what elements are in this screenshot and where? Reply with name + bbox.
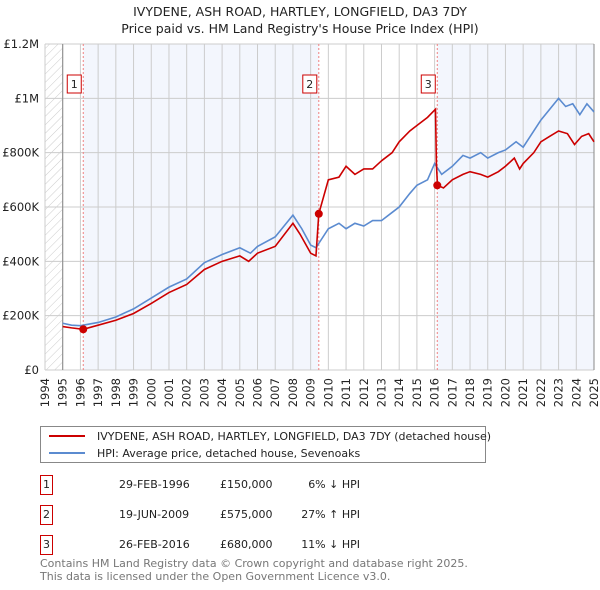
x-tick-label: 2022 xyxy=(534,378,548,407)
footer-line: This data is licensed under the Open Gov… xyxy=(40,570,391,583)
sale-label: 1 xyxy=(71,78,78,91)
x-tick-label: 1996 xyxy=(73,378,87,407)
sale-number: 3 xyxy=(40,535,53,555)
sale-number: 2 xyxy=(40,505,53,525)
x-tick-label: 1997 xyxy=(91,378,105,407)
x-tick-label: 2006 xyxy=(251,378,265,407)
x-tick-label: 1995 xyxy=(56,378,70,407)
sale-row-2: 2 19-JUN-2009 £575,000 27% ↑ HPI xyxy=(40,505,360,527)
sale-row-1: 1 29-FEB-1996 £150,000 6% ↓ HPI xyxy=(40,475,360,497)
x-tick-label: 2002 xyxy=(180,378,194,407)
x-tick-label: 2003 xyxy=(197,378,211,407)
x-tick-label: 2001 xyxy=(162,378,176,407)
x-tick-label: 2017 xyxy=(445,378,459,407)
x-tick-label: 2015 xyxy=(410,378,424,407)
sale-row-3: 3 26-FEB-2016 £680,000 11% ↓ HPI xyxy=(40,535,360,557)
sale-point xyxy=(433,181,442,190)
sale-label: 3 xyxy=(425,78,432,91)
sale-price: £680,000 xyxy=(220,538,273,551)
x-tick-label: 2016 xyxy=(428,378,442,407)
x-tick-label: 2005 xyxy=(233,378,247,407)
plot-area: 1994 1995 1996 1997 1998 1999 2000 2001 2002 2003… xyxy=(2,37,600,407)
chart-title: IVYDENE, ASH ROAD, HARTLEY, LONGFIELD, D… xyxy=(133,4,467,19)
x-tick-label: 2023 xyxy=(552,378,566,407)
sale-date: 19-JUN-2009 xyxy=(119,508,190,521)
x-tick-label: 2021 xyxy=(516,378,530,407)
x-tick-label: 2008 xyxy=(286,378,300,407)
legend-swatch xyxy=(49,452,85,454)
x-tick-label: 2007 xyxy=(268,378,282,407)
chart-subtitle: Price paid vs. HM Land Registry's House … xyxy=(121,21,479,36)
sale-date: 29-FEB-1996 xyxy=(119,478,190,491)
series-line-hpi xyxy=(62,97,595,327)
x-tick-label: 2010 xyxy=(321,378,335,407)
x-tick-label: 2011 xyxy=(339,378,353,407)
y-tick-label: £400K xyxy=(2,254,39,268)
sale-price: £575,000 xyxy=(220,508,273,521)
legend: IVYDENE, ASH ROAD, HARTLEY, LONGFIELD, D… xyxy=(40,426,491,463)
x-tick-label: 2000 xyxy=(144,378,158,407)
footer-line: Contains HM Land Registry data © Crown c… xyxy=(40,557,468,570)
x-tick-label: 2004 xyxy=(215,378,229,407)
sale-date: 26-FEB-2016 xyxy=(119,538,190,551)
sale-label-box xyxy=(420,74,436,94)
y-tick-label: £0 xyxy=(24,363,39,377)
x-tick-label: 1994 xyxy=(38,378,52,407)
x-tick-label: 2013 xyxy=(374,378,388,407)
x-tick-label: 2020 xyxy=(498,378,512,407)
footer: Contains HM Land Registry data © Crown c… xyxy=(40,557,468,583)
x-tick-label: 2012 xyxy=(357,378,371,407)
y-tick-label: £1M xyxy=(14,91,39,105)
sale-price: £150,000 xyxy=(220,478,273,491)
sale-point xyxy=(314,209,323,218)
y-tick-label: £1.2M xyxy=(3,37,39,51)
legend-item-hpi: HPI: Average price, detached house, Seve… xyxy=(49,445,360,461)
sale-number: 1 xyxy=(40,475,53,495)
x-tick-label: 2014 xyxy=(392,378,406,407)
x-tick-label: 2019 xyxy=(481,378,495,407)
x-tick-label: 2025 xyxy=(587,378,600,407)
legend-item-property: IVYDENE, ASH ROAD, HARTLEY, LONGFIELD, D… xyxy=(49,428,491,444)
sale-label: 2 xyxy=(306,78,313,91)
x-tick-label: 2009 xyxy=(304,378,318,407)
x-tick-label: 1998 xyxy=(109,378,123,407)
sale-hpi: 11% ↓ HPI xyxy=(301,538,360,551)
sale-label-box xyxy=(66,74,82,94)
legend-swatch xyxy=(49,435,85,437)
sale-hpi: 27% ↑ HPI xyxy=(301,508,360,521)
x-tick-label: 2024 xyxy=(569,378,583,407)
x-tick-label: 2018 xyxy=(463,378,477,407)
legend-label: IVYDENE, ASH ROAD, HARTLEY, LONGFIELD, D… xyxy=(97,429,492,443)
sale-hpi: 6% ↓ HPI xyxy=(308,478,360,491)
y-tick-label: £600K xyxy=(2,200,39,214)
sale-point xyxy=(79,325,88,334)
y-tick-label: £800K xyxy=(2,146,39,160)
series-line-property xyxy=(62,107,595,331)
sale-label-box xyxy=(302,74,318,94)
x-tick-label: 1999 xyxy=(127,378,141,407)
y-tick-label: £200K xyxy=(2,309,39,323)
legend-label: HPI: Average price, detached house, Seve… xyxy=(97,446,361,460)
